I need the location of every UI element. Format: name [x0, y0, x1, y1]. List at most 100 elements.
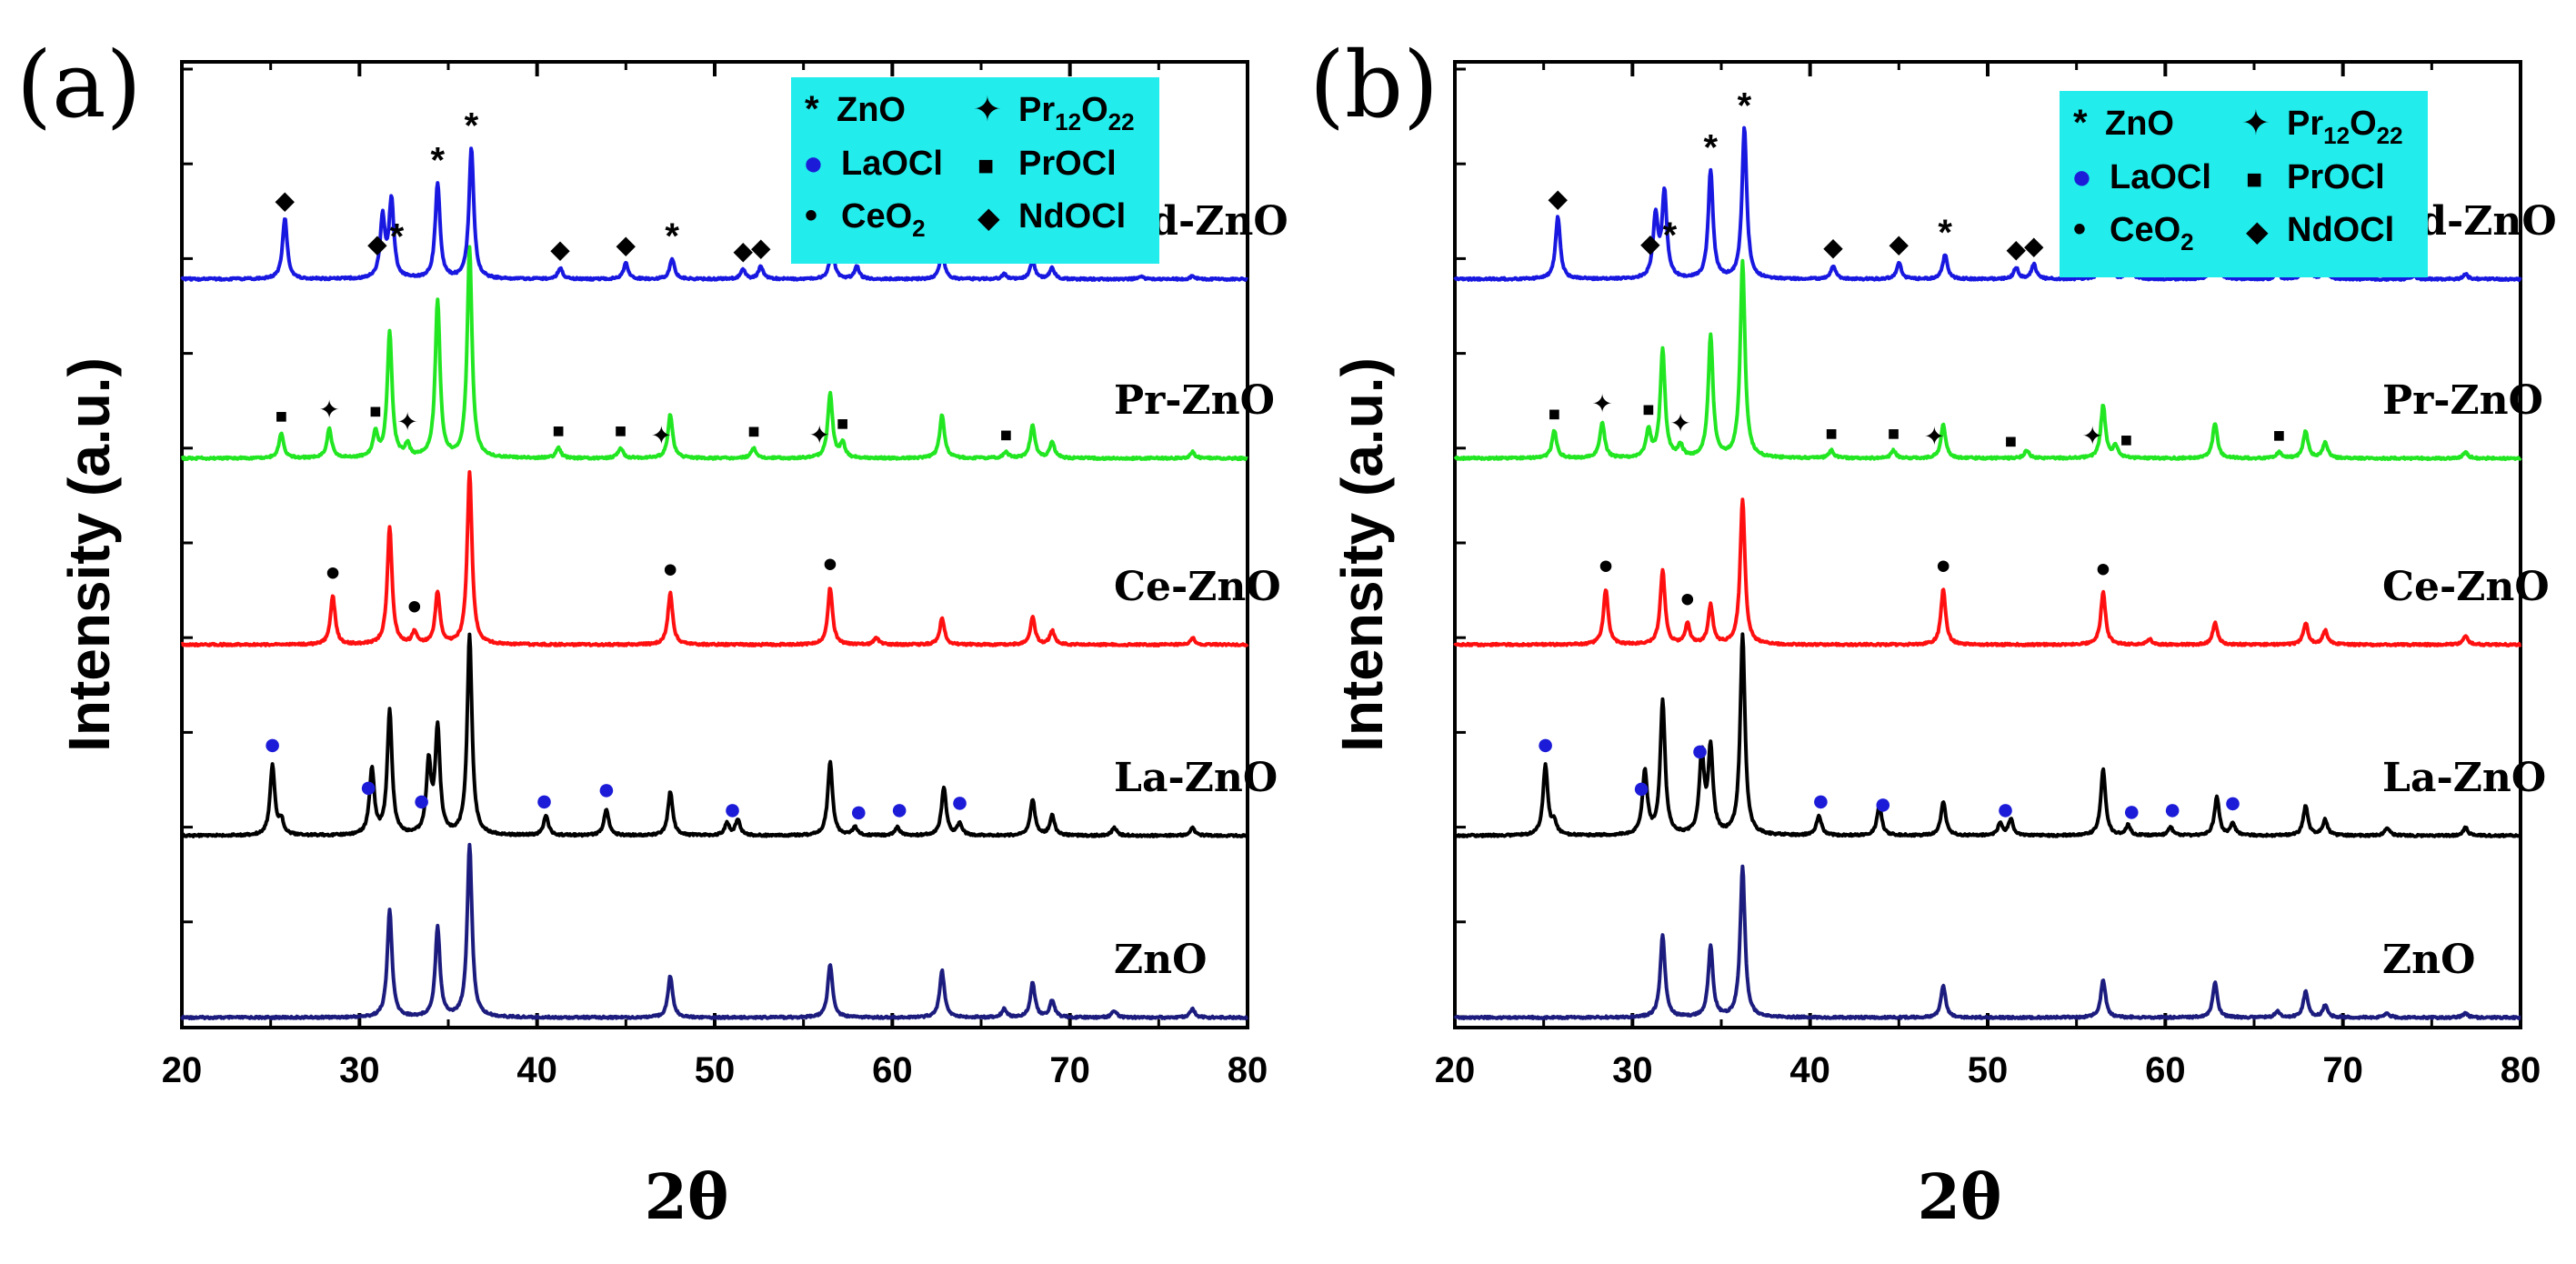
peak-marker: ● — [1996, 792, 2015, 827]
peak-marker: • — [1936, 544, 1950, 588]
legend-symbol-zno: * — [2073, 103, 2088, 143]
legend-symbol-zno: * — [805, 89, 819, 129]
peak-marker: ■ — [837, 412, 848, 435]
peak-marker: • — [1599, 544, 1612, 588]
peak-marker: ◆ — [2006, 235, 2026, 263]
peak-marker: * — [465, 106, 479, 146]
legend-symbol-laocl: ● — [2071, 158, 2092, 196]
peak-marker: ● — [263, 727, 282, 761]
series-label: Pr-ZnO — [2382, 377, 2543, 424]
peak-marker: ● — [1811, 784, 1830, 818]
series-label: ZnO — [1114, 937, 1207, 983]
series-line-pr-zno — [1453, 258, 2522, 461]
x-tick-label: 80 — [1228, 1050, 1268, 1090]
peak-marker: ✦ — [1591, 390, 1612, 418]
x-axis-label: 2θ — [645, 1161, 729, 1234]
peak-marker: ✦ — [809, 421, 830, 449]
panel-b: (b) Intensity (a.u.) 2θ 20 30 40 50 60 70 80 Zn… — [1309, 32, 2557, 1234]
peak-marker: * — [1738, 85, 1752, 125]
x-tick-label: 40 — [516, 1050, 557, 1090]
peak-marker: * — [430, 140, 445, 180]
legend-symbol-ndocl: ◆ — [977, 201, 1000, 234]
x-tick-label: 30 — [339, 1050, 380, 1090]
peak-marker: ● — [1632, 770, 1651, 805]
peak-marker: ■ — [1000, 424, 1012, 446]
peak-marker: ● — [849, 795, 868, 829]
peak-marker: ● — [359, 770, 378, 805]
peak-marker: ● — [723, 792, 742, 827]
peak-marker: ■ — [552, 419, 564, 442]
x-tick-label: 50 — [1968, 1050, 2009, 1090]
series-line-zno — [1453, 864, 2522, 1020]
legend-label-ndocl: NdOCl — [1018, 197, 1126, 236]
series-line-zno — [180, 842, 1249, 1020]
series-line-ce-zno — [180, 470, 1249, 647]
series-label: Ce-ZnO — [2382, 564, 2550, 610]
legend-label-pr12o22: Pr12O22 — [1018, 91, 1135, 135]
peak-marker: ◆ — [367, 230, 387, 258]
legend-box — [791, 77, 1159, 264]
peak-marker: ● — [1873, 787, 1892, 821]
peak-marker: ■ — [1549, 403, 1560, 426]
peak-marker: * — [665, 216, 679, 256]
series-line-nd-zno — [1453, 125, 2522, 282]
legend-label-laocl: LaOCl — [2110, 158, 2211, 196]
legend-symbol-pr12o22: ✦ — [973, 91, 1002, 129]
peak-marker: ◆ — [1640, 229, 1660, 257]
peak-marker: ● — [2122, 794, 2141, 828]
legend: * ZnO ✦ Pr12O22 ● LaOCl ■ PrOCl • CeO2 ◆… — [2060, 91, 2428, 277]
legend-symbol-ceo2: • — [2073, 209, 2086, 249]
legend: * ZnO ✦ Pr12O22 ● LaOCl ■ PrOCl • CeO2 ◆… — [791, 77, 1159, 264]
x-tick-label: 50 — [695, 1050, 736, 1090]
series-line-nd-zno — [180, 146, 1249, 282]
peak-marker: ● — [1536, 727, 1555, 762]
legend-label-laocl: LaOCl — [841, 145, 943, 183]
peak-marker: ◆ — [1823, 233, 1843, 261]
peak-marker: ● — [535, 784, 554, 818]
peak-marker: ✦ — [651, 421, 672, 449]
peak-marker: * — [1663, 216, 1678, 256]
peak-marker: ✦ — [1669, 409, 1690, 437]
peak-marker: ◆ — [276, 186, 296, 214]
peak-marker: ● — [890, 792, 909, 827]
legend-label-ceo2: CeO2 — [841, 197, 926, 242]
peak-marker: • — [407, 585, 421, 629]
peak-marker: ◆ — [1549, 184, 1569, 212]
peak-marker: ● — [1690, 734, 1709, 768]
legend-label-procl: PrOCl — [1018, 145, 1117, 183]
y-axis-label: Intensity (a.u.) — [1329, 357, 1395, 752]
peak-marker: ● — [950, 785, 969, 819]
series-label: La-ZnO — [1114, 755, 1278, 801]
peak-marker: ◆ — [1889, 230, 1909, 258]
series-label: Ce-ZnO — [1114, 564, 1281, 610]
peak-marker: ◆ — [751, 234, 771, 262]
legend-label-zno: ZnO — [837, 91, 906, 129]
legend-symbol-pr12o22: ✦ — [2241, 105, 2270, 143]
legend-label-ndocl: NdOCl — [2287, 211, 2394, 249]
peak-marker: ● — [597, 772, 616, 807]
legend-symbol-ndocl: ◆ — [2246, 215, 2269, 247]
peak-marker: ■ — [1825, 422, 1837, 445]
x-tick-label: 40 — [1789, 1050, 1830, 1090]
peak-marker: • — [1680, 577, 1694, 621]
peak-marker: ● — [2223, 785, 2242, 819]
series-line-la-zno — [1453, 632, 2522, 838]
legend-symbol-laocl: ● — [803, 145, 824, 183]
peak-marker: ✦ — [318, 396, 339, 424]
series-label: Pr-ZnO — [1114, 377, 1275, 424]
panel-label: (b) — [1309, 32, 1438, 138]
peak-marker: ■ — [747, 419, 759, 442]
x-tick-label: 70 — [1049, 1050, 1090, 1090]
legend-symbol-ceo2: • — [805, 196, 817, 236]
legend-label-pr12o22: Pr12O22 — [2287, 105, 2403, 149]
peak-marker: ■ — [615, 419, 626, 442]
peak-marker: ■ — [2005, 430, 2017, 453]
x-tick-label: 60 — [2145, 1050, 2186, 1090]
legend-label-zno: ZnO — [2105, 105, 2174, 143]
peak-marker: ◆ — [2024, 231, 2044, 259]
peak-marker: • — [663, 547, 677, 592]
legend-symbol-procl: ■ — [2246, 165, 2262, 195]
y-axis-label: Intensity (a.u.) — [56, 357, 122, 752]
peak-marker: * — [390, 217, 405, 257]
